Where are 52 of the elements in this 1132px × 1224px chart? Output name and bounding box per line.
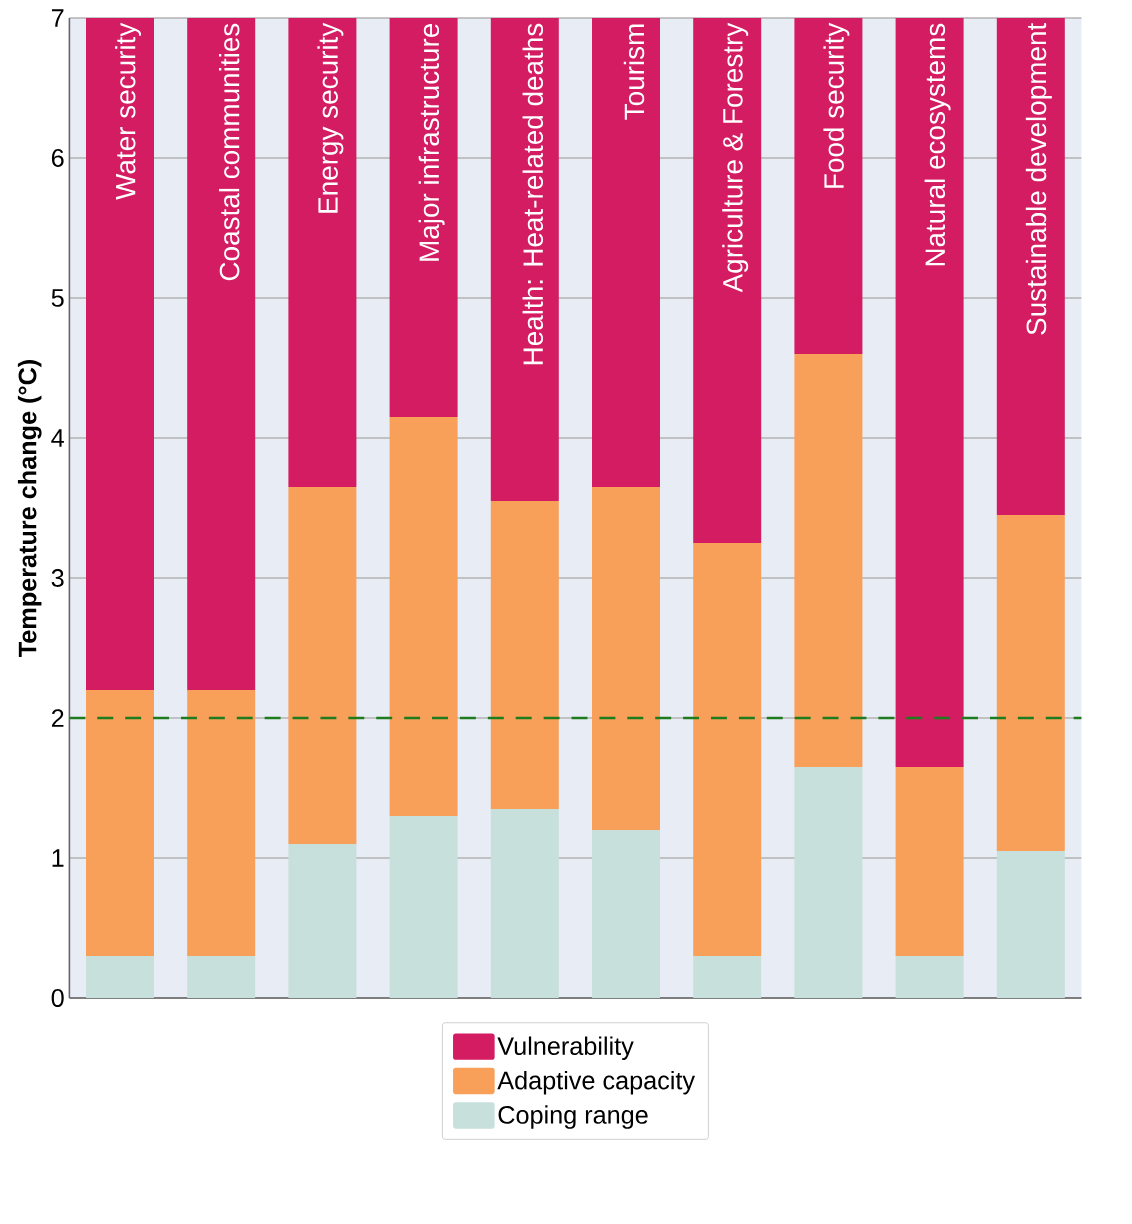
y-axis-title: Temperature change (°C) [17,360,42,657]
bar [86,690,154,956]
bar [187,690,256,956]
bar [996,851,1065,998]
bar [490,501,559,809]
x-tick-label: Water security [115,22,142,200]
y-tick-label: 5 [51,289,64,307]
bar [895,956,964,998]
bar [288,844,357,998]
bar [693,956,762,998]
bar [389,18,458,417]
x-tick-label: Agriculture & Forestry [722,22,749,293]
x-tick-label: Natural ecosystems [924,23,951,266]
y-tick-label: 1 [52,849,64,867]
bar [895,18,964,767]
x-tick-label: Health: Heat-related deaths [522,23,544,365]
bar [693,543,762,956]
bar [288,487,357,844]
y-tick-label: 6 [51,149,64,167]
y-tick-label: 0 [51,989,64,1007]
bar [794,18,863,354]
y-tick-label: 7 [51,9,64,27]
bar [996,18,1065,515]
bar [389,417,458,816]
bar [490,18,559,501]
bar [794,354,863,767]
bar [996,515,1065,851]
x-tick-label: Food security [823,22,850,188]
bar [592,18,661,487]
legend-label: Coping range [498,1105,648,1129]
legend-label: Adaptive capacity [497,1070,695,1095]
bar [288,18,357,487]
x-tick-label: Major infrastructure [418,23,445,261]
bar [592,487,661,830]
bar [187,956,256,998]
y-tick-label: 4 [51,429,64,447]
bar [592,830,661,998]
x-tick-label: Energy security [317,22,344,213]
legend-label: Vulnerability [497,1036,634,1060]
x-tick-label: Sustainable development [1025,22,1052,335]
y-tick-label: 2 [51,709,64,727]
bar [389,816,458,998]
x-tick-label: Tourism [623,24,645,120]
bar [187,18,256,690]
bar [794,767,863,998]
bar [86,956,154,998]
bar [693,18,762,543]
bar [895,767,964,956]
bar [490,809,559,998]
bar [86,18,154,690]
y-tick-label: 3 [51,569,64,587]
x-tick-label: Coastal communities [218,23,240,281]
